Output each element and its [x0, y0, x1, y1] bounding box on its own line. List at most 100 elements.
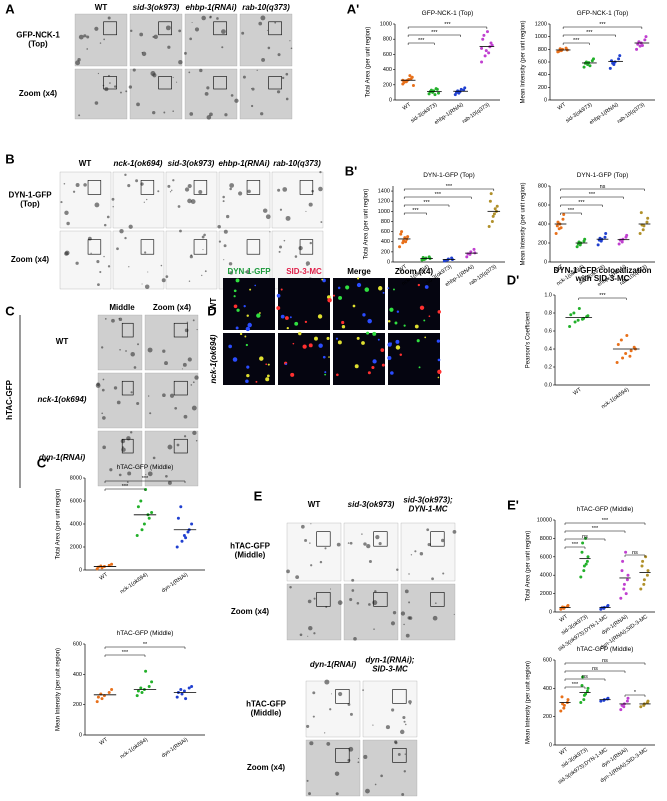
- label: D: [207, 303, 216, 318]
- spot: [366, 331, 370, 335]
- spot: [145, 473, 147, 476]
- inset-box: [87, 239, 102, 255]
- spot: [372, 331, 377, 336]
- spot: [222, 195, 225, 199]
- inset-box: [87, 180, 102, 195]
- label: Total Area (per unit region): [364, 189, 370, 260]
- spot: [351, 589, 355, 592]
- spot: [241, 31, 245, 35]
- spot: [133, 366, 137, 369]
- spot: [387, 287, 390, 289]
- dot: [619, 596, 623, 600]
- label: DYN-1-GFP: [8, 191, 52, 200]
- spot: [276, 293, 281, 298]
- label: 800: [538, 47, 547, 53]
- dot: [136, 689, 140, 693]
- significance-bracket: [407, 34, 461, 37]
- dot: [406, 235, 410, 239]
- label: dyn-1(RNAi);: [366, 656, 415, 665]
- dot: [580, 317, 584, 321]
- spot: [245, 343, 249, 347]
- label: ***: [431, 30, 438, 36]
- label: ***: [573, 38, 580, 44]
- chart-title: DYN-1-GFP (Top): [576, 172, 629, 179]
- spot: [160, 264, 163, 267]
- spot: [442, 572, 445, 575]
- label: C': [37, 455, 49, 470]
- label: dyn-1(RNAi): [161, 572, 189, 594]
- spot: [414, 550, 417, 553]
- spot: [260, 112, 264, 116]
- spot: [172, 110, 174, 112]
- inset-box: [299, 239, 314, 255]
- spot: [279, 245, 283, 249]
- significance-bracket: [562, 34, 616, 37]
- dot: [559, 709, 563, 713]
- spot: [122, 446, 124, 448]
- label: WT: [95, 3, 108, 12]
- dot: [147, 516, 151, 520]
- label: Middle: [109, 303, 135, 312]
- label: Zoom (x4): [247, 763, 286, 772]
- spot: [141, 283, 143, 285]
- dot: [603, 235, 607, 239]
- dot: [410, 75, 414, 79]
- dot: [582, 569, 586, 573]
- label: 6000: [70, 498, 82, 504]
- inset-box: [246, 239, 261, 255]
- dot: [579, 575, 583, 579]
- dot: [628, 354, 632, 358]
- spot: [187, 198, 192, 204]
- dot: [625, 699, 629, 703]
- spot: [124, 236, 127, 240]
- micrograph: [400, 522, 456, 582]
- dot: [580, 550, 584, 554]
- dot: [573, 320, 577, 324]
- spot: [167, 45, 171, 49]
- dot: [459, 87, 463, 91]
- spot: [171, 189, 173, 192]
- dot: [184, 536, 188, 540]
- spot: [290, 372, 295, 377]
- spot: [372, 359, 377, 364]
- spot: [221, 29, 226, 34]
- dot: [624, 592, 628, 596]
- dot: [608, 66, 612, 70]
- spot: [178, 59, 183, 65]
- label: 2000: [540, 591, 552, 597]
- label: ns: [592, 666, 598, 672]
- spot: [75, 183, 80, 187]
- spot: [427, 543, 431, 547]
- dot: [582, 698, 586, 702]
- spot: [364, 287, 370, 292]
- dot: [576, 318, 580, 322]
- inset-box: [373, 531, 388, 547]
- spot: [285, 215, 291, 221]
- spot: [285, 72, 289, 76]
- spot: [169, 393, 175, 398]
- spot: [143, 201, 145, 203]
- spot: [408, 700, 412, 704]
- spot: [402, 715, 406, 720]
- spot: [86, 35, 90, 39]
- spot: [262, 268, 264, 270]
- label: 200: [383, 82, 392, 88]
- spot: [267, 46, 271, 50]
- spot: [260, 15, 266, 21]
- spot: [380, 348, 385, 352]
- spot: [96, 260, 100, 264]
- label: ***: [446, 184, 453, 190]
- significance-bracket: [403, 196, 472, 199]
- label: ehbp-1(RNAi): [185, 3, 236, 12]
- inset-box: [246, 180, 261, 195]
- spot: [437, 376, 440, 379]
- spot: [394, 321, 398, 325]
- spot: [229, 187, 232, 191]
- spot: [181, 368, 183, 370]
- label: Total Area (per unit region): [526, 531, 532, 602]
- dot: [621, 237, 625, 241]
- label: A': [347, 1, 359, 16]
- spot: [368, 559, 372, 563]
- inset-box: [140, 239, 155, 255]
- label: 400: [73, 672, 82, 678]
